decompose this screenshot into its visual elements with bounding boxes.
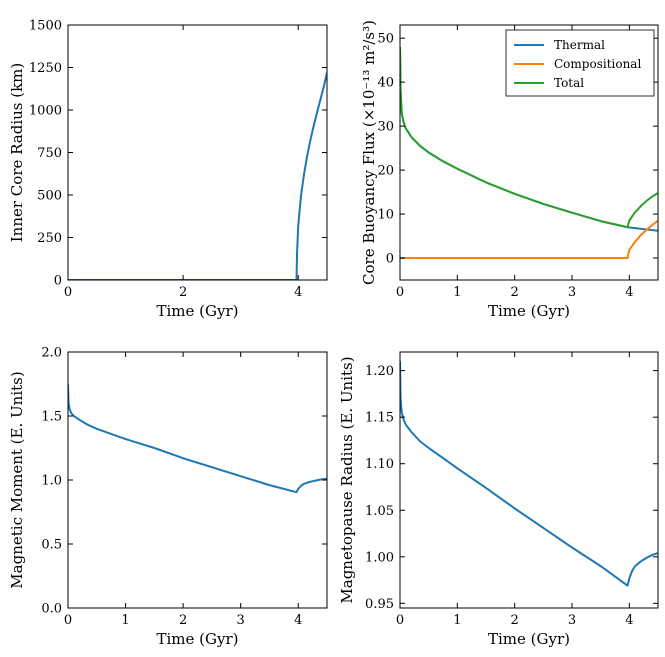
- x-tick-label: 4: [625, 613, 633, 628]
- y-axis-label: Magnetopause Radius (E. Units): [338, 356, 356, 603]
- axes-frame: [399, 351, 659, 609]
- series-line-total: [400, 46, 658, 229]
- legend-label-thermal: Thermal: [554, 38, 605, 52]
- series-line-magnetopause-radius: [400, 361, 658, 587]
- y-tick-label: 1.5: [41, 410, 62, 425]
- y-tick-label: 1500: [29, 19, 62, 34]
- y-tick-label: 1.10: [365, 457, 394, 472]
- x-tick-label: 3: [568, 613, 576, 628]
- x-tick-label: 1: [453, 613, 461, 628]
- y-axis-label: Magnetic Moment (E. Units): [8, 371, 26, 588]
- y-tick-label: 1.20: [365, 364, 394, 379]
- x-tick-label: 0: [64, 613, 72, 628]
- x-tick-label: 1: [121, 613, 129, 628]
- axes-frame: [399, 24, 659, 281]
- y-tick-label: 30: [377, 120, 394, 135]
- y-tick-label: 500: [37, 189, 62, 204]
- series-line-magnetic-moment: [68, 383, 327, 494]
- y-tick-label: 1.05: [365, 504, 394, 519]
- y-tick-label: 0.95: [365, 597, 394, 612]
- x-tick-label: 4: [294, 613, 302, 628]
- y-tick-label: 1.00: [365, 550, 394, 565]
- inner-core-radius-panel: 0 2 4 0 250 500 750 1000 1250 1500 Time (Gyr) Inner…: [8, 19, 328, 320]
- x-tick-label: 4: [625, 285, 633, 300]
- y-tick-label: 250: [37, 231, 62, 246]
- y-tick-label: 0: [386, 252, 394, 267]
- x-tick-label: 2: [179, 285, 187, 300]
- y-tick-label: 1000: [29, 104, 62, 119]
- y-tick-label: 2.0: [41, 346, 62, 361]
- x-axis-label: Time (Gyr): [488, 630, 570, 648]
- y-tick-label: 40: [377, 76, 394, 91]
- y-tick-label: 0: [54, 274, 62, 289]
- y-tick-label: 0.5: [41, 538, 62, 553]
- x-tick-label: 2: [511, 285, 519, 300]
- legend: Thermal Compositional Total: [505, 29, 655, 97]
- y-tick-label: 50: [377, 32, 394, 47]
- y-tick-label: 1250: [29, 61, 62, 76]
- series-line-inner-core-radius: [68, 72, 327, 280]
- y-axis-label: Inner Core Radius (km): [8, 63, 26, 243]
- x-tick-label: 1: [453, 285, 461, 300]
- magnetopause-radius-panel: 0 1 2 3 4 0.95 1.00 1.05 1.10 1.15 1.20 Time (Gyr) M…: [338, 351, 659, 648]
- y-tick-label: 0.0: [41, 602, 62, 617]
- legend-label-compositional: Compositional: [554, 57, 641, 71]
- x-axis-label: Time (Gyr): [156, 630, 238, 648]
- x-tick-label: 3: [568, 285, 576, 300]
- y-tick-label: 1.0: [41, 474, 62, 489]
- x-tick-label: 4: [294, 285, 302, 300]
- x-tick-label: 0: [64, 285, 72, 300]
- axes-frame: [67, 24, 328, 281]
- magnetic-moment-panel: 0 1 2 3 4 0.0 0.5 1.0 1.5 2.0 Time (Gyr) Magnetic M…: [8, 346, 328, 648]
- y-tick-label: 10: [377, 208, 394, 223]
- x-tick-label: 0: [396, 285, 404, 300]
- x-axis-label: Time (Gyr): [156, 302, 238, 320]
- y-tick-label: 750: [37, 146, 62, 161]
- x-tick-label: 0: [396, 613, 404, 628]
- y-axis-label: Core Buoyancy Flux (×10⁻¹³ m²/s³): [360, 20, 378, 285]
- series-line-compositional: [400, 219, 658, 260]
- y-tick-label: 1.15: [365, 411, 394, 426]
- legend-label-total: Total: [554, 76, 584, 90]
- x-tick-label: 2: [511, 613, 519, 628]
- y-tick-label: 20: [377, 164, 394, 179]
- x-tick-label: 2: [179, 613, 187, 628]
- x-tick-label: 3: [237, 613, 245, 628]
- x-axis-label: Time (Gyr): [488, 302, 570, 320]
- axes-frame: [67, 351, 328, 609]
